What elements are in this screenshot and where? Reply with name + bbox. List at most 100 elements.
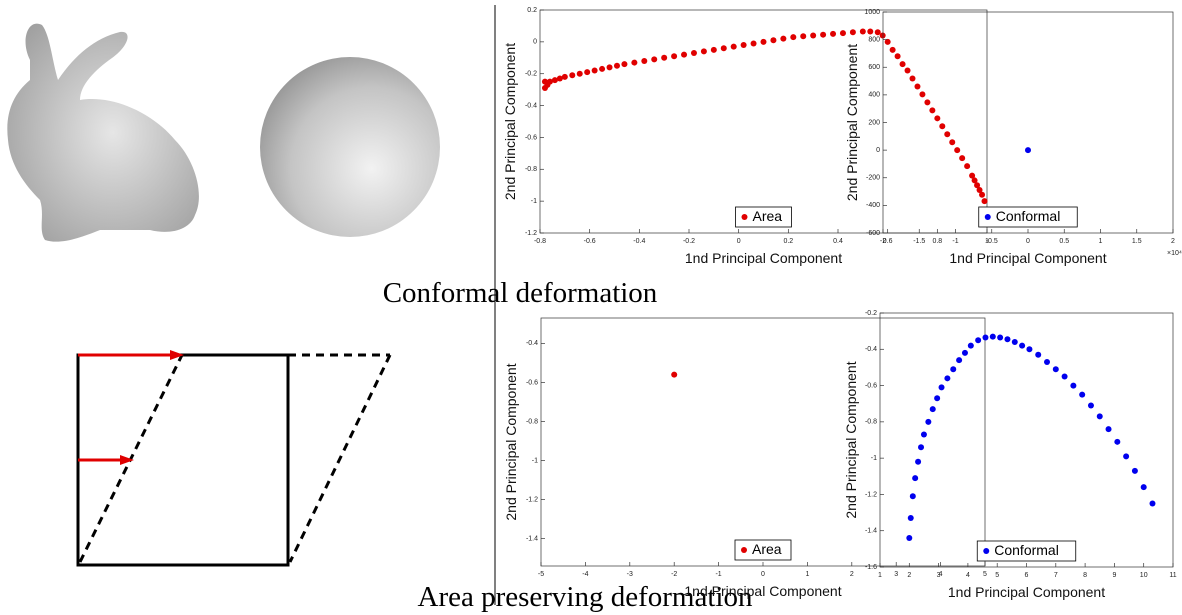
data-point — [551, 77, 558, 84]
x-tick-label: 10 — [1140, 572, 1148, 579]
x-tick-label: 5 — [983, 571, 987, 578]
legend-box — [978, 206, 1078, 228]
data-point — [939, 123, 946, 130]
caption: Area preserving deformation — [418, 581, 753, 613]
y-axis-label: 2nd Principal Component — [843, 361, 859, 518]
data-point — [944, 375, 951, 382]
data-point — [1052, 366, 1059, 373]
plot-frame — [539, 9, 988, 234]
x-tick-label: -2 — [671, 571, 677, 578]
y-tick-label: -1 — [531, 198, 537, 205]
data-point — [906, 534, 913, 541]
data-point — [750, 40, 757, 47]
y-tick-label: -0.8 — [865, 419, 877, 426]
x-tick-label: -4 — [582, 571, 588, 578]
x-tick-label: -1 — [715, 571, 721, 578]
y-axis-label: 2nd Principal Component — [844, 44, 860, 201]
y-tick-label: -600 — [866, 230, 880, 237]
y-tick-label: 0 — [533, 39, 537, 46]
x-tick-label: -0.2 — [683, 238, 695, 245]
x-tick-label: -0.6 — [584, 238, 596, 245]
data-point — [613, 62, 620, 69]
data-point — [889, 46, 896, 53]
data-point — [967, 342, 974, 349]
data-point — [929, 406, 936, 413]
x-tick-label: 9 — [1112, 572, 1116, 579]
data-point — [1096, 413, 1103, 420]
legend-label: Area — [752, 541, 782, 557]
data-point — [909, 75, 916, 82]
data-point — [700, 48, 707, 55]
y-axis-label: 2nd Principal Component — [502, 43, 518, 200]
x-tick-label: -1 — [952, 238, 958, 245]
data-point — [956, 357, 963, 364]
data-point — [929, 107, 936, 114]
data-point — [961, 349, 968, 356]
data-point — [912, 475, 919, 482]
x-tick-label: 4 — [966, 572, 970, 579]
data-point — [1149, 500, 1156, 507]
data-point — [569, 72, 576, 79]
data-point — [1035, 351, 1042, 358]
data-point — [867, 28, 874, 35]
x-tick-label: 3 — [894, 571, 898, 578]
x-axis-label: 1nd Principal Component — [948, 584, 1105, 600]
sphere-image — [260, 57, 440, 237]
data-point — [976, 186, 983, 193]
x-exponent: ×10⁴ — [1167, 250, 1182, 257]
bunny-image — [7, 23, 199, 242]
legend-marker — [984, 214, 991, 220]
x-tick-label: 2 — [850, 571, 854, 578]
data-point — [641, 57, 648, 64]
y-tick-label: -0.6 — [865, 382, 877, 389]
data-point — [975, 337, 982, 344]
data-point — [606, 64, 613, 71]
data-point — [1105, 426, 1112, 433]
x-tick-label: 2 — [1171, 238, 1175, 245]
data-point — [974, 182, 981, 189]
data-point — [1079, 391, 1086, 398]
data-point — [925, 418, 932, 425]
data-point — [561, 73, 568, 80]
plot-frame — [879, 312, 1174, 568]
data-point — [720, 45, 727, 52]
data-point — [979, 191, 986, 198]
x-tick-label: 1.5 — [1132, 238, 1142, 245]
legend-label: Conformal — [996, 208, 1061, 224]
data-point — [918, 444, 925, 451]
data-point — [1087, 402, 1094, 409]
data-point — [964, 163, 971, 170]
shear-diagram — [76, 350, 392, 567]
data-point — [1011, 339, 1018, 346]
data-point — [971, 177, 978, 184]
y-tick-label: -1 — [532, 457, 538, 464]
x-tick-label: 1 — [805, 571, 809, 578]
y-tick-label: 0 — [876, 147, 880, 154]
data-point — [981, 198, 988, 205]
y-tick-label: 800 — [868, 36, 880, 43]
legend-marker — [741, 547, 747, 553]
y-tick-label: -0.2 — [525, 71, 537, 78]
data-point — [710, 46, 717, 53]
data-point — [730, 43, 737, 50]
x-tick-label: 2 — [907, 572, 911, 579]
data-point — [671, 371, 678, 378]
data-point — [770, 37, 777, 44]
data-point — [820, 31, 827, 38]
data-point — [546, 78, 553, 85]
data-point — [874, 29, 881, 36]
y-tick-label: -0.8 — [525, 166, 537, 173]
legend-box — [734, 539, 792, 561]
data-point — [810, 32, 817, 39]
x-tick-label: 0.8 — [932, 238, 942, 245]
data-point — [1044, 358, 1051, 365]
data-point — [954, 147, 961, 154]
data-point — [938, 384, 945, 391]
y-tick-label: -1 — [871, 455, 877, 462]
data-point — [1061, 373, 1068, 380]
y-tick-label: 0.2 — [527, 7, 537, 14]
data-point — [1025, 147, 1031, 154]
data-point — [924, 99, 931, 106]
x-tick-label: 0.4 — [833, 238, 843, 245]
